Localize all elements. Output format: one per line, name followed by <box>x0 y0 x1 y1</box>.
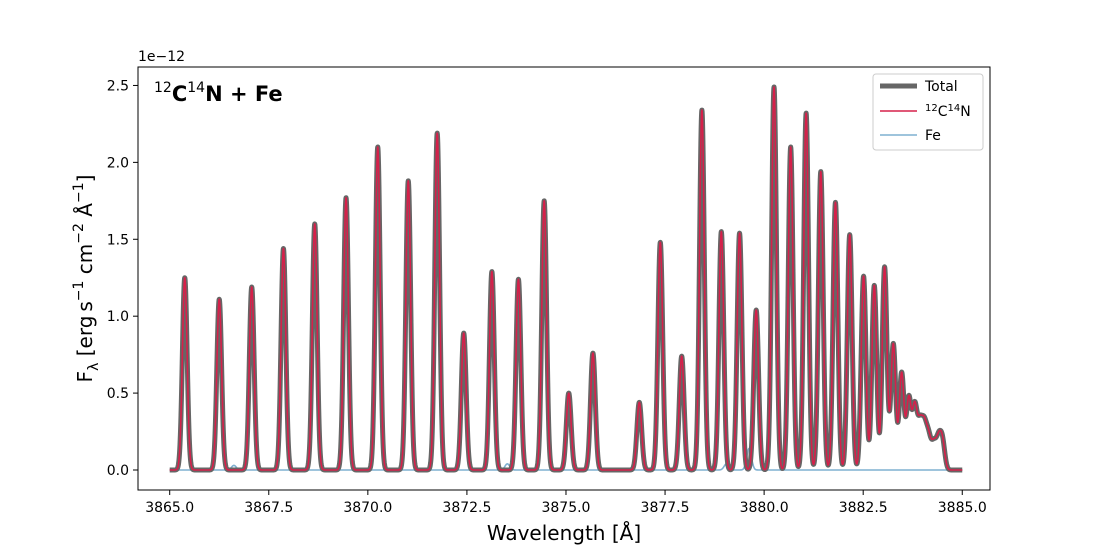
y-tick-label: 1.0 <box>107 309 129 325</box>
x-tick-label: 3880.0 <box>740 500 789 516</box>
legend-label-total: Total <box>924 79 958 95</box>
y-tick-label: 2.5 <box>107 78 129 94</box>
x-tick-label: 3882.5 <box>839 500 888 516</box>
ylabel-sub: λ <box>86 363 102 371</box>
legend-cn-n: N <box>960 104 970 120</box>
y-tick-label: 2.0 <box>107 155 129 171</box>
ylabel-exp3: −1 <box>71 182 87 203</box>
legend-cn-iso1: 12 <box>925 103 938 114</box>
ylabel-exp1: −1 <box>71 281 87 302</box>
series-layer <box>167 84 965 473</box>
ylabel-close: ] <box>73 175 97 183</box>
title-isotope-1: 12 <box>154 80 172 96</box>
y-tick-label: 1.5 <box>107 232 129 248</box>
x-tick-label: 3870.0 <box>343 500 392 516</box>
x-axis-label: Wavelength [Å] <box>487 521 641 545</box>
legend-label-fe: Fe <box>925 128 941 144</box>
y-tick-label: 0.0 <box>107 463 129 479</box>
y-tick-label: 0.5 <box>107 386 129 402</box>
y-axis-label: Fλ [erg s−1 cm−2 Å−1] <box>71 175 102 383</box>
ylabel-exp2: −2 <box>71 223 87 244</box>
x-tick-label: 3885.0 <box>938 500 987 516</box>
x-tick-label: 3872.5 <box>442 500 491 516</box>
y-axis-ticks: 0.0 0.5 1.0 1.5 2.0 2.5 <box>107 78 138 479</box>
legend-box <box>872 73 984 151</box>
x-tick-label: 3867.5 <box>244 500 293 516</box>
legend-cn-iso2: 14 <box>948 103 961 114</box>
title-isotope-2: 14 <box>187 80 205 96</box>
x-tick-label: 3865.0 <box>145 500 194 516</box>
ylabel-mid2: Å <box>73 203 97 223</box>
chart-title: 12C14N + Fe <box>154 80 283 106</box>
y-axis-offset-label: 1e−12 <box>138 49 185 65</box>
ylabel-mid1: cm <box>73 244 97 281</box>
x-tick-label: 3877.5 <box>641 500 690 516</box>
plot-area: 3865.0 3867.5 3870.0 3872.5 3875.0 3877.5 3880… <box>107 66 991 516</box>
title-rest: N + Fe <box>205 82 283 106</box>
ylabel-open: [erg s <box>73 301 97 362</box>
legend-label-cn: 12C14N <box>925 103 971 120</box>
series-line-cn <box>169 86 963 471</box>
legend-cn-c: C <box>938 104 948 120</box>
ylabel-base: F <box>73 371 97 383</box>
legend: Total 12C14N Fe <box>872 73 984 151</box>
axes-frame <box>137 66 991 491</box>
x-tick-label: 3875.0 <box>541 500 590 516</box>
x-axis-ticks: 3865.0 3867.5 3870.0 3872.5 3875.0 3877.5 3880… <box>145 490 987 516</box>
title-element-c: C <box>172 82 187 106</box>
